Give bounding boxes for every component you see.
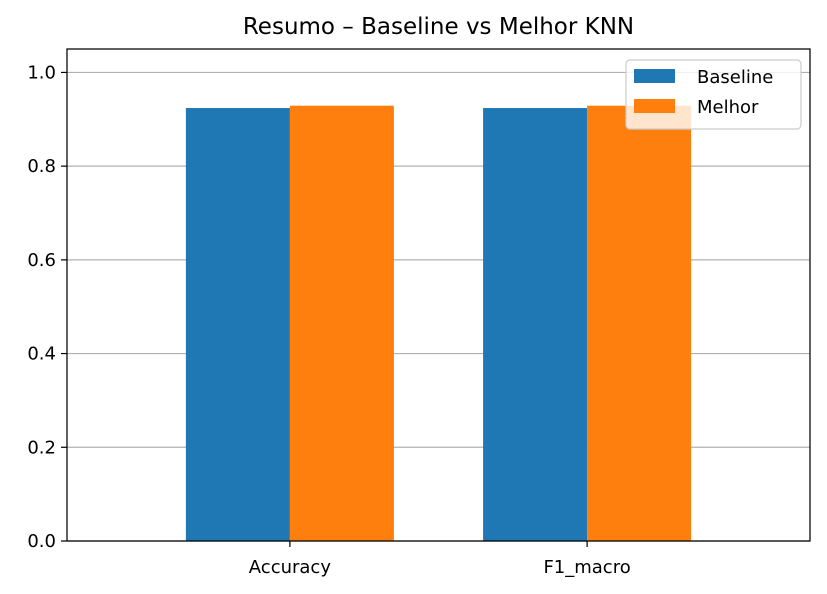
bar-baseline-f1_macro bbox=[483, 108, 588, 541]
y-tick-label: 0.8 bbox=[27, 156, 56, 177]
bar-melhor-f1_macro bbox=[587, 105, 692, 541]
legend-label-melhor: Melhor bbox=[697, 97, 759, 118]
chart-title: Resumo – Baseline vs Melhor KNN bbox=[243, 14, 634, 40]
bar-baseline-accuracy bbox=[185, 108, 290, 541]
x-tick-label: Accuracy bbox=[249, 557, 332, 578]
bar-melhor-accuracy bbox=[289, 105, 394, 541]
x-axis: Accuracy F1_macro bbox=[249, 541, 631, 578]
y-tick-label: 0.6 bbox=[27, 250, 56, 271]
plot-frame bbox=[66, 48, 811, 542]
x-tick-label: F1_macro bbox=[543, 557, 630, 578]
y-axis: 0.0 0.2 0.4 0.6 0.8 1.0 bbox=[27, 62, 67, 552]
legend-label-baseline: Baseline bbox=[697, 67, 773, 88]
legend-swatch-baseline bbox=[634, 69, 675, 83]
y-tick-label: 1.0 bbox=[27, 62, 56, 83]
legend-swatch-melhor bbox=[634, 99, 675, 113]
y-tick-label: 0.0 bbox=[27, 531, 56, 552]
y-tick-label: 0.2 bbox=[27, 437, 56, 458]
bars bbox=[185, 105, 692, 541]
y-tick-label: 0.4 bbox=[27, 344, 56, 365]
legend: Baseline Melhor bbox=[625, 59, 802, 130]
